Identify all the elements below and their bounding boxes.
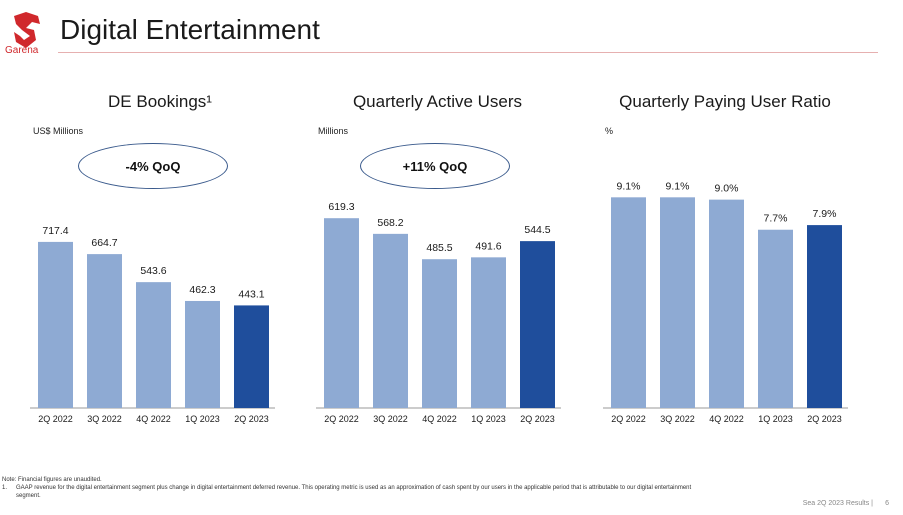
- chart-title-active-users: Quarterly Active Users: [352, 92, 523, 111]
- x-tick-label: 2Q 2023: [234, 414, 269, 424]
- footer-text: Sea 2Q 2023 Results |: [802, 500, 873, 507]
- qoq-annotation-active-users: +11% QoQ: [360, 143, 510, 189]
- garena-logo: [14, 12, 40, 48]
- footnote-1-text: GAAP revenue for the digital entertainme…: [16, 485, 692, 499]
- page-number: 6: [885, 500, 889, 507]
- data-label: 9.1%: [666, 180, 690, 192]
- data-label: 544.5: [524, 224, 550, 236]
- x-tick-label: 2Q 2023: [807, 414, 842, 424]
- x-tick-label: 1Q 2023: [471, 414, 506, 424]
- data-label: 491.6: [475, 240, 501, 252]
- bar-3q-2022: [373, 233, 408, 408]
- data-label: 9.0%: [715, 183, 739, 195]
- bar-2q-2022: [611, 197, 646, 408]
- x-tick-label: 3Q 2022: [87, 414, 122, 424]
- x-tick-label: 2Q 2022: [324, 414, 359, 424]
- data-label: 9.1%: [617, 180, 641, 192]
- data-label: 543.6: [140, 265, 166, 277]
- chart-de-bookings: 717.4 2Q 2022 664.7 3Q 2022 543.6 4Q 2022 462.…: [30, 225, 275, 424]
- x-tick-label: 3Q 2022: [660, 414, 695, 424]
- unit-label-active-users: Millions: [318, 126, 349, 136]
- x-tick-label: 4Q 2022: [422, 414, 457, 424]
- data-label: 664.7: [91, 237, 117, 249]
- footnote-1-number: 1.: [2, 485, 8, 491]
- chart-paying-user-ratio: 9.1% 2Q 2022 9.1% 3Q 2022 9.0% 4Q 2022 7.7% 1Q …: [603, 180, 848, 424]
- chart-active-users: 619.3 2Q 2022 568.2 3Q 2022 485.5 4Q 2022 491.…: [316, 201, 561, 424]
- bar-2q-2023: [234, 305, 269, 408]
- bar-2q-2022: [38, 241, 73, 408]
- x-tick-label: 2Q 2023: [520, 414, 555, 424]
- bar-1q-2023: [471, 257, 506, 408]
- chart-title-paying-user-ratio: Quarterly Paying User Ratio: [619, 92, 831, 111]
- unit-label-paying-user-ratio: %: [605, 126, 614, 136]
- footnote-note: Note: Financial figures are unaudited.: [2, 477, 102, 483]
- qoq-annotation-de-bookings: -4% QoQ: [78, 143, 228, 189]
- bar-1q-2023: [185, 300, 220, 408]
- data-label: 619.3: [328, 201, 354, 213]
- bar-2q-2023: [807, 225, 842, 408]
- data-label: 7.7%: [764, 213, 788, 225]
- x-tick-label: 2Q 2022: [38, 414, 73, 424]
- title-divider: [58, 52, 878, 53]
- chart-title-de-bookings: DE Bookings¹: [108, 92, 212, 111]
- data-label: 568.2: [377, 217, 403, 229]
- x-tick-label: 4Q 2022: [709, 414, 744, 424]
- x-tick-label: 3Q 2022: [373, 414, 408, 424]
- x-tick-label: 4Q 2022: [136, 414, 171, 424]
- bar-2q-2022: [324, 218, 359, 408]
- logo-text: Garena: [5, 45, 39, 56]
- bar-1q-2023: [758, 229, 793, 408]
- unit-label-de-bookings: US$ Millions: [33, 126, 84, 136]
- x-tick-label: 2Q 2022: [611, 414, 646, 424]
- x-tick-label: 1Q 2023: [758, 414, 793, 424]
- x-tick-label: 1Q 2023: [185, 414, 220, 424]
- bar-4q-2022: [709, 199, 744, 408]
- page-title: Digital Entertainment: [60, 14, 320, 45]
- data-label: 717.4: [42, 225, 68, 237]
- data-label: 462.3: [189, 284, 215, 296]
- bar-3q-2022: [660, 197, 695, 408]
- bar-4q-2022: [422, 259, 457, 408]
- data-label: 443.1: [238, 288, 264, 300]
- bar-2q-2023: [520, 241, 555, 408]
- data-label: 485.5: [426, 242, 452, 254]
- bar-4q-2022: [136, 282, 171, 408]
- data-label: 7.9%: [813, 208, 837, 220]
- bar-3q-2022: [87, 254, 122, 408]
